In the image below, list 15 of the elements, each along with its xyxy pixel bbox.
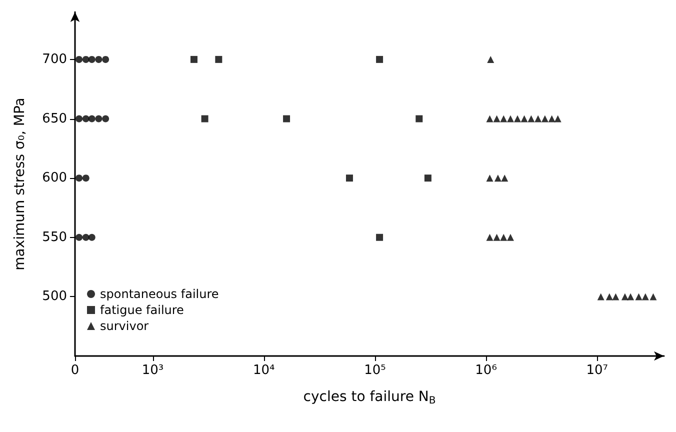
y-axis-title: maximum stress σ₀, MPa <box>12 98 28 270</box>
y-tick-label: 700 <box>42 52 67 67</box>
x-tick-label: 10⁶ <box>475 363 497 378</box>
x-tick-label: 10³ <box>142 363 164 378</box>
y-tick-label: 650 <box>42 111 67 126</box>
y-tick-label: 500 <box>42 289 67 304</box>
x-tick-label: 0 <box>70 363 80 378</box>
y-tick-label: 550 <box>42 230 67 245</box>
legend-label: spontaneous failure <box>100 287 219 301</box>
x-tick-label: 10⁴ <box>252 363 275 378</box>
x-tick-label: 10⁷ <box>586 363 608 378</box>
y-tick-label: 600 <box>42 170 67 186</box>
legend-label: fatigue failure <box>100 303 184 317</box>
legend-label: survivor <box>100 319 149 333</box>
x-tick-label: 10⁵ <box>364 363 386 378</box>
